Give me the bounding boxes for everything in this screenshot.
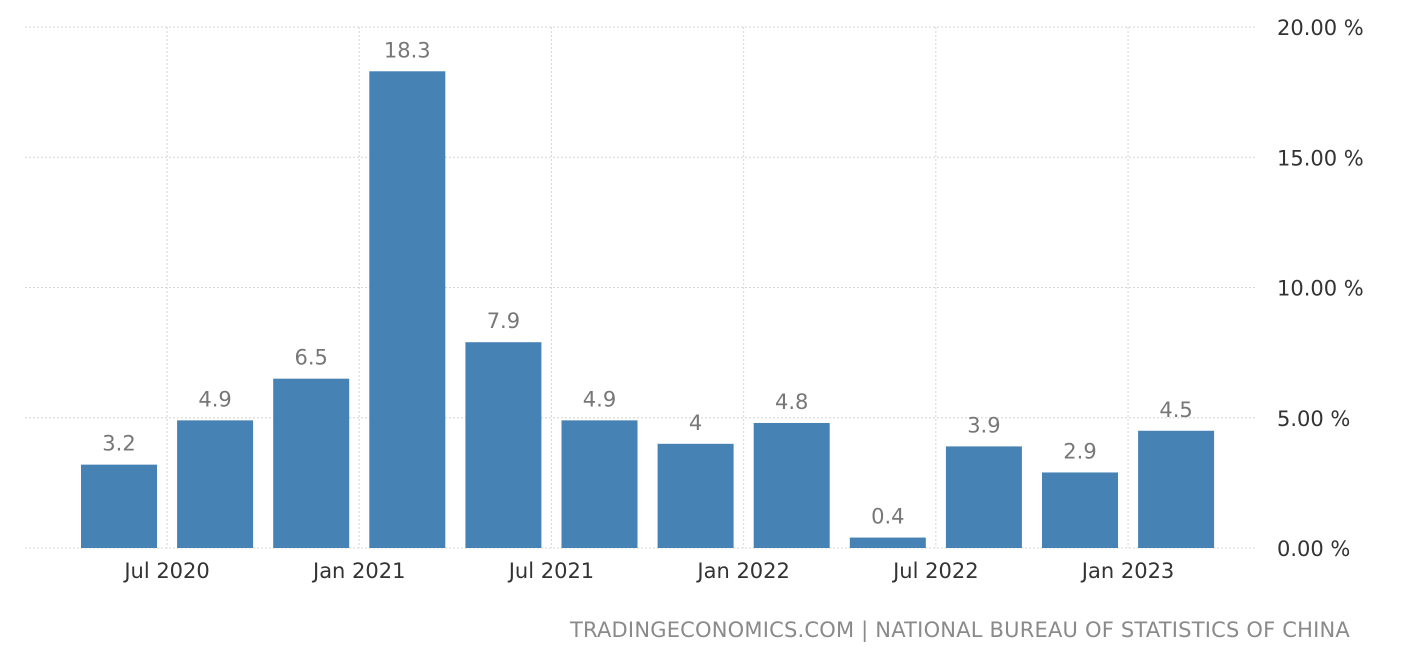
y-axis-tick-labels: 20.00 % 15.00 % 10.00 % 5.00 % 0.00 % — [1277, 16, 1364, 561]
bar — [945, 446, 1022, 548]
bar — [849, 537, 926, 548]
bar-value-label: 3.2 — [102, 432, 135, 456]
x-tick-label: Jul 2021 — [507, 559, 594, 583]
x-tick-label: Jul 2022 — [891, 559, 978, 583]
bar-value-label: 4.5 — [1159, 398, 1192, 422]
bar — [81, 464, 157, 548]
y-tick-label: 15.00 % — [1277, 146, 1364, 170]
y-tick-label: 20.00 % — [1277, 16, 1364, 40]
bar-value-label: 4.9 — [198, 387, 231, 411]
bar — [753, 422, 830, 548]
bar-value-label: 4.8 — [775, 390, 808, 414]
x-tick-label: Jan 2021 — [311, 559, 406, 583]
bar — [177, 420, 254, 548]
x-tick-label: Jan 2023 — [1080, 559, 1175, 583]
bar-value-label: 2.9 — [1063, 439, 1096, 463]
bar — [1138, 430, 1215, 548]
y-tick-label: 0.00 % — [1277, 537, 1350, 561]
x-tick-label: Jan 2022 — [695, 559, 790, 583]
source-attribution: TRADINGECONOMICS.COM | NATIONAL BUREAU O… — [570, 618, 1350, 642]
bar — [369, 71, 446, 548]
bars — [81, 71, 1215, 548]
y-tick-label: 10.00 % — [1277, 277, 1364, 301]
bar-value-label: 4 — [689, 411, 702, 435]
y-tick-label: 5.00 % — [1277, 407, 1350, 431]
bar-value-label: 18.3 — [384, 38, 431, 62]
x-tick-label: Jul 2020 — [122, 559, 209, 583]
bar — [657, 443, 734, 548]
bar-value-label: 0.4 — [871, 505, 904, 529]
bar-value-label: 4.9 — [583, 387, 616, 411]
bar-value-label: 6.5 — [294, 346, 327, 370]
bar — [273, 378, 350, 548]
bar — [561, 420, 638, 548]
bar — [465, 342, 542, 548]
bar — [1042, 472, 1118, 548]
x-axis-tick-labels: Jul 2020 Jan 2021 Jul 2021 Jan 2022 Jul 2022… — [122, 559, 1174, 583]
bar-value-label: 7.9 — [487, 309, 520, 333]
value-labels: 3.2 4.9 6.5 18.3 7.9 4.9 4 4.8 0.4 3.9 2.9 4.5 — [102, 38, 1193, 528]
bar-value-label: 3.9 — [967, 413, 1000, 437]
